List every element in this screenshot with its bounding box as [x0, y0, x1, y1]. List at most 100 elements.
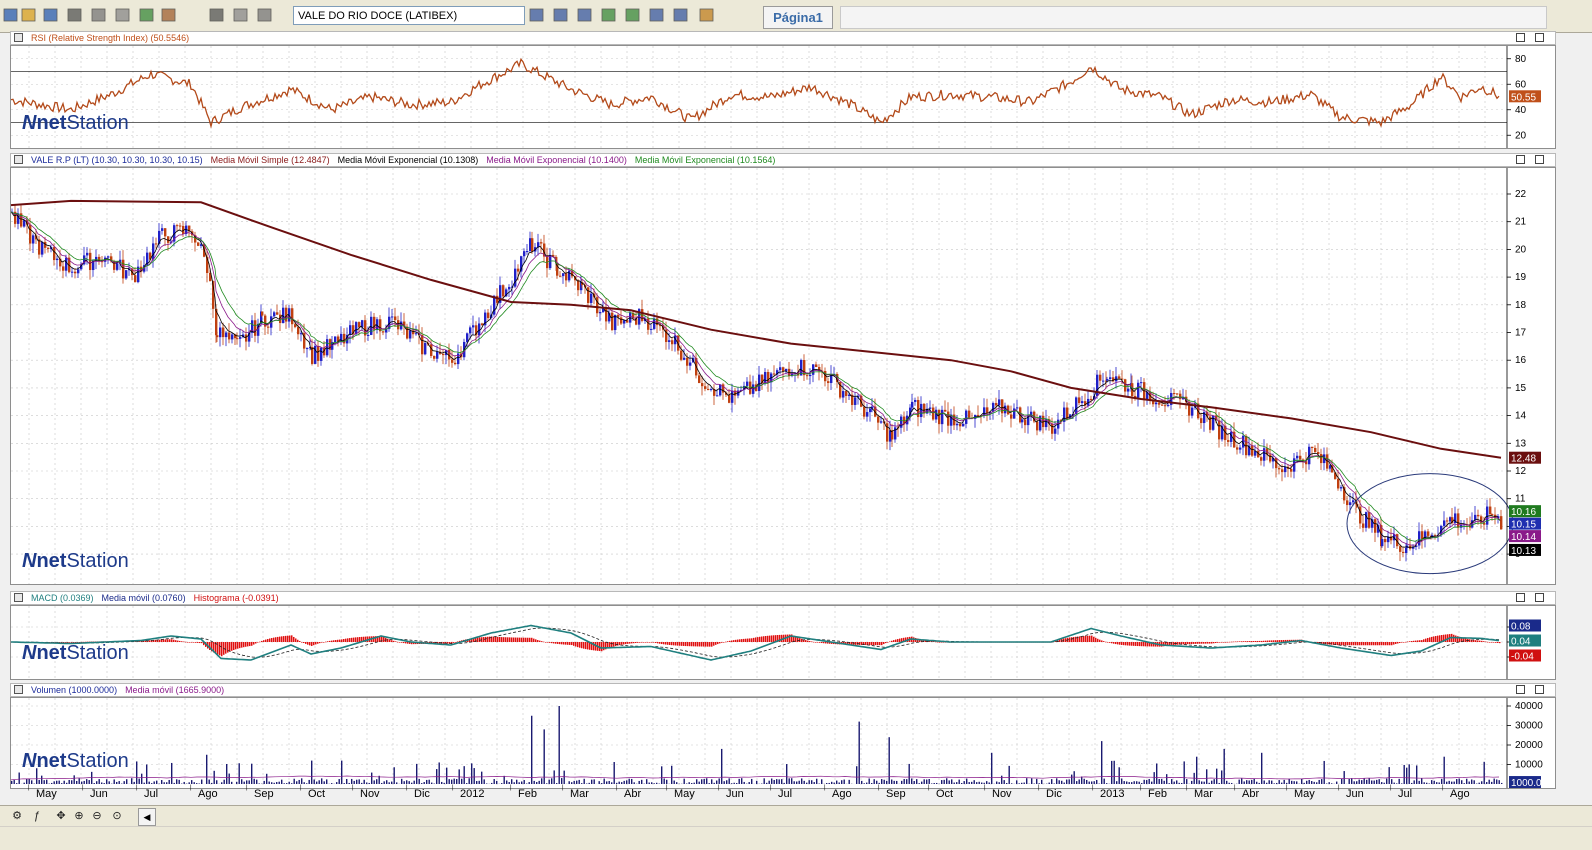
candle-body [222, 328, 224, 338]
axis-tick-label: 13 [1515, 438, 1527, 449]
print-preview-icon[interactable] [90, 6, 108, 24]
symbol-input[interactable]: VALE DO RIO DOCE (LATIBEX) [293, 6, 525, 25]
eraser-icon[interactable] [160, 6, 178, 24]
candle-body [86, 253, 88, 256]
close-icon[interactable] [1535, 155, 1544, 164]
text-tool-icon[interactable] [208, 6, 226, 24]
panel-window-buttons[interactable] [1514, 33, 1552, 45]
layers-icon[interactable] [256, 6, 274, 24]
month-tick: | [28, 785, 30, 791]
indicators-icon[interactable] [576, 6, 594, 24]
candle-body [815, 364, 817, 367]
layout-icon[interactable] [552, 6, 570, 24]
help-icon[interactable] [698, 6, 716, 24]
candle-chart-icon[interactable] [624, 6, 642, 24]
price-panel[interactable]: 22212019181716151413121110912.4810.1610.… [10, 167, 1556, 585]
axis-tick-label: 40000 [1515, 701, 1543, 712]
zoom-out-icon[interactable]: ⊖ [90, 809, 104, 823]
candle-body [1021, 419, 1023, 422]
rsi-line [11, 59, 1499, 126]
restore-icon[interactable] [1516, 685, 1525, 694]
candle-body [1155, 403, 1157, 405]
candle-body [493, 296, 495, 315]
candle-body [225, 333, 227, 338]
restore-icon[interactable] [1516, 33, 1525, 42]
volume-label: Volumen (1000.0000) [31, 685, 117, 695]
candle-body [880, 421, 882, 422]
scroll-left-button[interactable]: ◀ [138, 808, 156, 826]
panel-icon[interactable] [14, 155, 23, 164]
candle-body [1167, 405, 1169, 406]
formula-icon[interactable]: ƒ [30, 809, 44, 823]
candle-body [728, 395, 730, 403]
candle-body [433, 356, 435, 359]
macd-panel[interactable]: 0.50.0-0.50.080.04-0.04 [10, 605, 1556, 680]
candle-body [176, 225, 178, 226]
panel-window-buttons[interactable] [1514, 685, 1552, 697]
sma-value-badge: 12.48 [1509, 452, 1541, 465]
restore-icon[interactable] [1516, 155, 1525, 164]
candle-body [216, 335, 218, 337]
panel-icon[interactable] [14, 593, 23, 602]
candle-body [959, 424, 961, 427]
price-label: VALE R.P (LT) (10.30, 10.30, 10.30, 10.1… [31, 155, 203, 165]
axis-tick-label: 19 [1515, 272, 1527, 283]
candle-body [1500, 516, 1502, 529]
candle-body [276, 312, 278, 314]
candle-body [1010, 414, 1012, 418]
copy-icon[interactable] [114, 6, 132, 24]
news-icon[interactable] [648, 6, 666, 24]
month-label: Jun [1346, 788, 1364, 800]
candle-body [179, 226, 181, 227]
candle-body [349, 325, 351, 335]
svg-text:12.48: 12.48 [1511, 454, 1536, 465]
candle-body [451, 359, 453, 362]
restore-icon[interactable] [1516, 593, 1525, 602]
candle-body [565, 273, 567, 280]
month-tick: | [136, 785, 138, 791]
month-tick: | [510, 785, 512, 791]
close-icon[interactable] [1535, 33, 1544, 42]
settings-icon[interactable]: ⚙ [10, 809, 24, 823]
candle-body [164, 228, 166, 236]
candle-body [1140, 382, 1142, 383]
candle-body [620, 317, 622, 323]
tree-icon[interactable] [138, 6, 156, 24]
zoom-reset-icon[interactable]: ⊙ [110, 809, 124, 823]
close-icon[interactable] [1535, 685, 1544, 694]
axis-tick-label: 14 [1515, 411, 1527, 422]
panel-window-buttons[interactable] [1514, 155, 1552, 167]
candle-body [986, 407, 988, 413]
print-icon[interactable] [66, 6, 84, 24]
panel-icon[interactable] [14, 33, 23, 42]
close-icon[interactable] [1535, 593, 1544, 602]
alert-icon[interactable] [672, 6, 690, 24]
line-chart-icon[interactable] [600, 6, 618, 24]
panel-window-buttons[interactable] [1514, 593, 1552, 605]
candle-body [977, 415, 979, 416]
save-icon[interactable] [42, 6, 60, 24]
candle-body [415, 333, 417, 334]
candle-body [38, 239, 40, 254]
crosshair-icon[interactable] [232, 6, 250, 24]
ema2-label: Media Móvil Exponencial (10.1400) [486, 155, 627, 165]
month-tick: | [928, 785, 930, 791]
month-label: Nov [360, 788, 380, 800]
candle-body [1278, 468, 1280, 469]
tab-pagina1[interactable]: Página1 [763, 6, 833, 29]
keyboard-icon[interactable] [528, 6, 546, 24]
open-folder-icon[interactable] [20, 6, 38, 24]
move-icon[interactable]: ✥ [54, 809, 68, 823]
panel-icon[interactable] [14, 685, 23, 694]
new-doc-icon[interactable] [2, 6, 20, 24]
candle-body [806, 375, 808, 376]
candle-body [599, 312, 601, 313]
macd-panel-header: MACD (0.0369)Media móvil (0.0760)Histogr… [10, 591, 1556, 605]
macd-chart: 0.50.0-0.50.080.04-0.04 [11, 606, 1555, 679]
zoom-icon[interactable]: ⊕ [72, 809, 86, 823]
candle-body [932, 408, 934, 420]
month-tick: | [1338, 785, 1340, 791]
month-tick: | [770, 785, 772, 791]
